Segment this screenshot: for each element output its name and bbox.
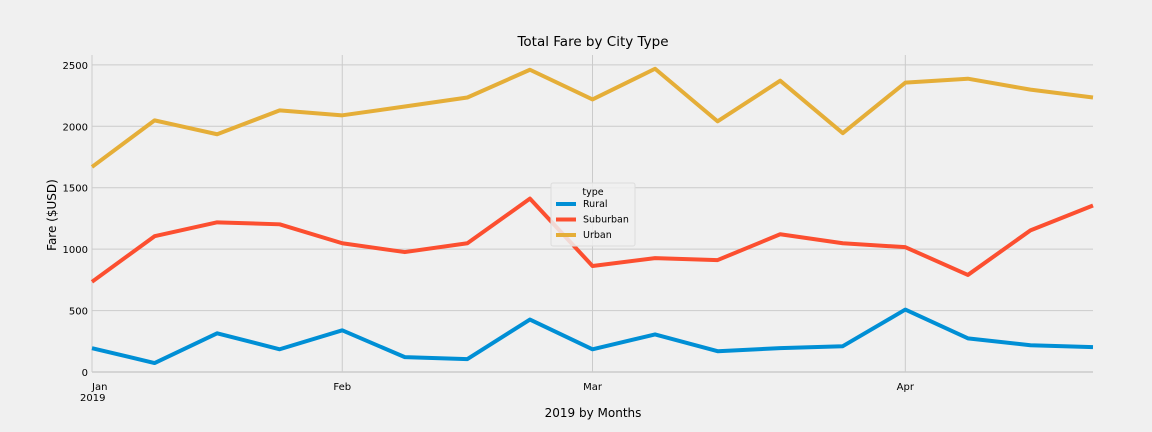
legend-box	[550, 182, 636, 247]
series-line-suburban	[90, 196, 1094, 284]
y-tick-label: 0	[82, 368, 88, 379]
x-tick-label: Apr	[897, 382, 915, 393]
chart-title: Total Fare by City Type	[516, 34, 668, 50]
y-axis-label: Fare ($USD)	[45, 179, 59, 251]
legend-label: Suburban	[583, 215, 629, 226]
y-tick-label: 2000	[63, 122, 88, 133]
y-tick-label: 1000	[63, 245, 88, 256]
x-axis-label: 2019 by Months	[545, 406, 642, 420]
series-line-urban	[90, 66, 1094, 169]
legend-title: type	[582, 187, 603, 198]
y-tick-label: 1500	[63, 184, 88, 195]
legend-label: Urban	[583, 230, 612, 241]
y-tick-label: 2500	[63, 61, 88, 72]
x-tick-sublabel: 2019	[80, 393, 105, 404]
x-tick-label: Mar	[583, 382, 603, 393]
legend-label: Rural	[583, 199, 608, 210]
x-tick-label: Jan	[91, 382, 107, 393]
series-line-rural	[91, 307, 1094, 366]
y-tick-label: 500	[69, 307, 88, 318]
x-tick-label: Feb	[333, 382, 351, 393]
